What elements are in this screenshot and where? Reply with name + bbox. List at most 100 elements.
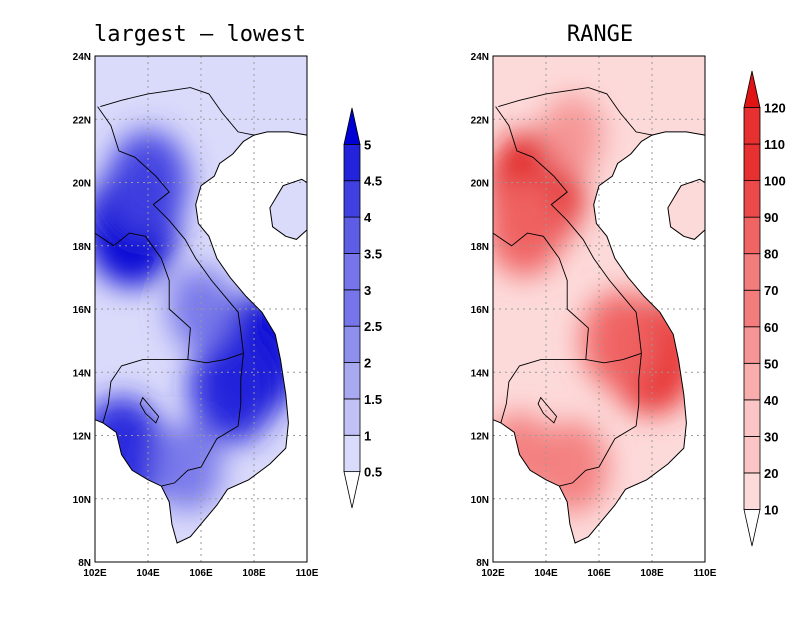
country-border <box>585 352 642 364</box>
right-lat-ticks: 8N 10N 12N 14N 16N 18N 20N 22N 24N <box>471 52 489 569</box>
lon-tick-label: 110E <box>296 568 319 579</box>
colorbar-box <box>343 289 361 327</box>
left-colorbar: 0.5 1 1.5 2 2.5 3 3.5 4 4.5 5 <box>343 107 382 509</box>
colorbar-label: 5 <box>364 137 371 152</box>
lon-tick-label: 108E <box>242 568 266 579</box>
lat-tick-label: 12N <box>471 432 489 443</box>
colorbar-label: 20 <box>764 466 778 481</box>
country-border <box>100 87 255 136</box>
gulf-water <box>493 419 517 468</box>
lat-tick-label: 20N <box>73 179 91 190</box>
colorbar-box <box>743 180 761 218</box>
lon-tick-label: 102E <box>481 568 505 579</box>
coastline <box>492 55 706 544</box>
country-border <box>187 352 244 364</box>
left-panel-title: largest – lowest <box>94 22 306 47</box>
colorbar-box <box>743 253 761 291</box>
colorbar-box <box>743 216 761 255</box>
colorbar-high-arrow <box>343 107 361 145</box>
colorbar-label: 10 <box>764 502 778 517</box>
colorbar-label: 3.5 <box>364 246 382 261</box>
colorbar-label: 80 <box>764 247 778 262</box>
colorbar-label: 110 <box>764 137 785 152</box>
colorbar-box <box>343 398 361 436</box>
field-hotspot <box>581 290 660 391</box>
country-border <box>495 106 642 354</box>
gulf-water <box>95 419 119 468</box>
right-map-panel: RANGE 102E 104E 106E 108E 110E 8N 10N 12… <box>471 22 786 579</box>
colorbar-label: 50 <box>764 356 778 371</box>
lat-tick-label: 16N <box>471 305 489 316</box>
tonle-sap-lake <box>139 396 160 424</box>
colorbar-label: 70 <box>764 283 778 298</box>
lat-tick-label: 12N <box>73 432 91 443</box>
colorbar-label: 3 <box>364 283 371 298</box>
colorbar-box <box>743 289 761 328</box>
lat-tick-label: 22N <box>73 115 91 126</box>
country-border <box>97 106 244 354</box>
colorbar-box <box>743 362 761 401</box>
lon-tick-label: 108E <box>640 568 664 579</box>
right-map-frame <box>492 55 706 563</box>
colorbar-label: 2.5 <box>364 319 382 334</box>
field-hotspot <box>541 95 604 176</box>
colorbar-label: 0.5 <box>364 465 382 480</box>
colorbar-label: 30 <box>764 429 778 444</box>
colorbar-label: 90 <box>764 210 778 225</box>
lon-tick-label: 104E <box>136 568 160 579</box>
lat-tick-label: 14N <box>471 368 489 379</box>
colorbar-box <box>343 362 361 400</box>
field-hotspot <box>189 332 277 445</box>
colorbar-label: 1.5 <box>364 392 382 407</box>
lon-tick-label: 106E <box>587 568 611 579</box>
coastline <box>94 55 308 544</box>
lat-tick-label: 8N <box>78 558 91 569</box>
tonle-sap-lake <box>537 396 558 424</box>
colorbar-low-arrow <box>343 471 361 509</box>
right-panel-title: RANGE <box>567 22 633 47</box>
colorbar-box <box>743 399 761 437</box>
colorbar-box <box>343 253 361 291</box>
colorbar-label: 60 <box>764 320 778 335</box>
colorbar-box <box>743 107 761 145</box>
colorbar-label: 40 <box>764 393 778 408</box>
hainan-coastline <box>269 178 308 240</box>
left-colorbar-boxes <box>343 107 361 509</box>
left-lat-ticks: 8N 10N 12N 14N 16N 18N 20N 22N 24N <box>73 52 91 569</box>
right-colorbar-boxes <box>743 70 761 547</box>
country-border <box>94 232 191 360</box>
country-border <box>500 359 586 424</box>
country-border <box>161 353 244 487</box>
lat-tick-label: 22N <box>471 115 489 126</box>
left-map-panel: largest – lowest 102E 104E 106E 108E 110… <box>73 22 382 579</box>
lat-tick-label: 8N <box>476 558 489 569</box>
colorbar-box <box>743 143 761 182</box>
right-colorbar-labels: 10 20 30 40 50 60 70 80 90 100 110 120 <box>764 101 786 518</box>
left-map-borders <box>94 55 308 544</box>
right-map-gridlines <box>493 56 705 562</box>
hainan-coastline <box>667 178 706 240</box>
country-border <box>492 232 589 360</box>
colorbar-low-arrow <box>743 509 761 547</box>
colorbar-label: 1 <box>364 428 371 443</box>
left-map-frame <box>94 55 308 563</box>
country-border <box>559 353 642 487</box>
colorbar-label: 100 <box>764 174 786 189</box>
country-border <box>102 359 188 424</box>
right-map-borders <box>492 55 706 544</box>
colorbar-box <box>743 435 761 474</box>
field-hotspot <box>153 423 223 512</box>
colorbar-label: 4 <box>364 210 372 225</box>
colorbar-box <box>743 326 761 364</box>
lat-tick-label: 10N <box>471 495 489 506</box>
colorbar-high-arrow <box>743 70 761 108</box>
left-map-gridlines <box>95 56 307 562</box>
lat-tick-label: 16N <box>73 305 91 316</box>
lon-tick-label: 106E <box>189 568 213 579</box>
colorbar-box <box>343 216 361 254</box>
lat-tick-label: 18N <box>471 242 489 253</box>
colorbar-label: 2 <box>364 356 371 371</box>
lon-tick-label: 102E <box>83 568 107 579</box>
field-hotspot <box>493 176 564 277</box>
lat-tick-label: 20N <box>471 179 489 190</box>
